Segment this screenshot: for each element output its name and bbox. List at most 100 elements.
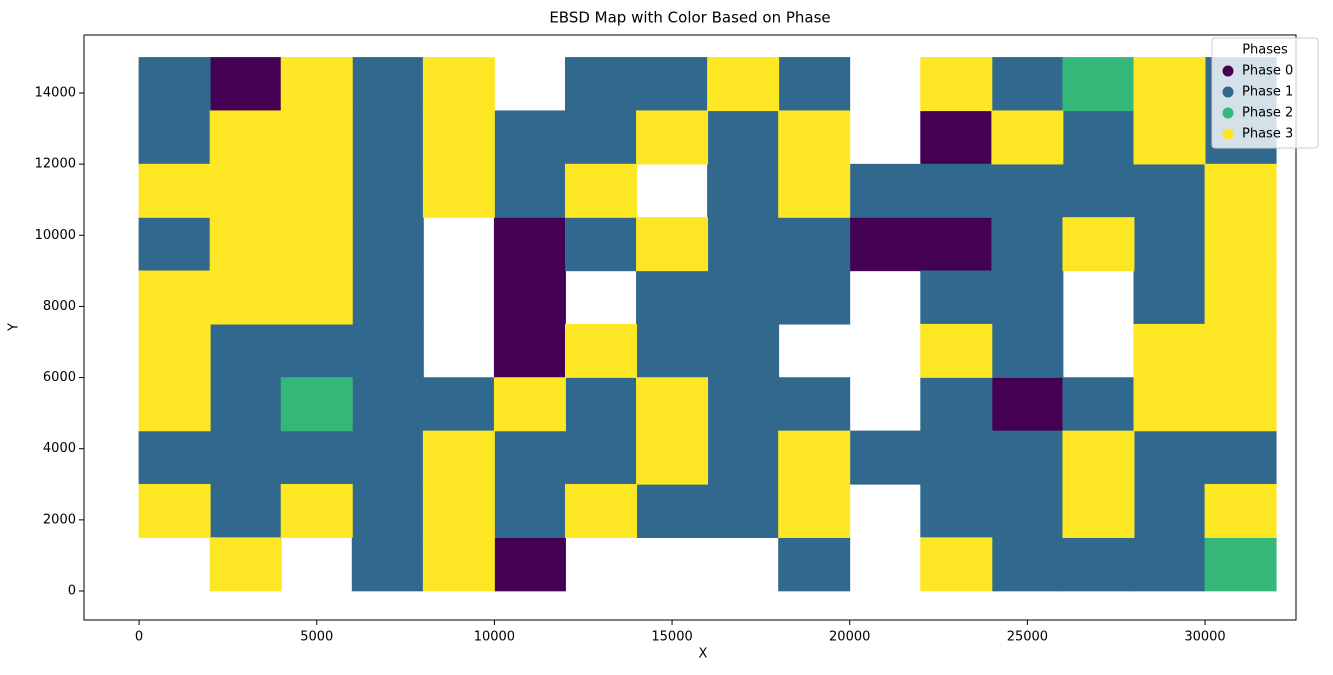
phase-cell [422,377,495,432]
phase-cell [849,430,922,485]
phase-cell [636,217,709,272]
phase-cell [1204,483,1277,538]
phase-cell [493,430,566,485]
x-tick-label: 10000 [474,630,515,645]
phase-cell [493,377,566,432]
phase-cell [209,217,282,272]
phase-cell [351,377,424,432]
phase-cell [138,110,211,165]
x-tick-label: 15000 [651,630,692,645]
phase-cell [920,483,993,538]
phase-cell [707,217,780,272]
legend-box [1211,37,1319,149]
phase-cell [636,483,709,538]
legend-marker [1222,86,1234,98]
phase-cell [280,217,353,272]
phase-cell [209,270,282,325]
phase-cell [778,217,851,272]
phase-cell [209,537,282,592]
phase-cell [920,163,993,218]
phase-cell [1062,217,1135,272]
phase-cell [564,323,637,378]
phase-cell [138,430,211,485]
phase-cell [991,217,1064,272]
phase-cell [991,483,1064,538]
phase-cell [564,110,637,165]
phase-cell [849,217,922,272]
phase-cell [920,430,993,485]
phase-cell [920,57,993,112]
phase-cell [351,163,424,218]
phase-cell [1133,377,1206,432]
axes-frame [83,34,1297,621]
phase-cell [707,110,780,165]
y-tick-label: 2000 [43,512,76,527]
phase-cell [1062,110,1135,165]
phase-cell [351,537,424,592]
legend-title: Phases [1242,43,1288,58]
phase-cell [849,163,922,218]
phase-cell [209,430,282,485]
phase-cell [920,110,993,165]
y-tick-label: 4000 [43,441,76,456]
phase-cell [493,217,566,272]
phase-cell [1062,430,1135,485]
phase-cell [778,110,851,165]
phase-cell [422,483,495,538]
phase-cell [1204,537,1277,592]
phase-cell [778,270,851,325]
phase-cell [1133,270,1206,325]
phase-cell [778,377,851,432]
phase-cell [707,323,780,378]
phase-cell [564,57,637,112]
phase-cell [707,483,780,538]
phase-cell [920,217,993,272]
x-tick-label: 30000 [1184,630,1225,645]
phase-cell [493,110,566,165]
y-axis-label: Y [7,323,22,332]
phase-cell [1062,483,1135,538]
phase-cell [707,163,780,218]
phase-cell [422,430,495,485]
x-tick-label: 25000 [1007,630,1048,645]
phase-cell [991,323,1064,378]
phase-cell [1133,537,1206,592]
phase-cell [493,323,566,378]
phase-cell [707,57,780,112]
chart-title: EBSD Map with Color Based on Phase [549,9,830,27]
phase-cell [1133,323,1206,378]
phase-cell [493,537,566,592]
phase-cell [636,57,709,112]
phase-cell [991,270,1064,325]
phase-cell [778,163,851,218]
phase-cell [493,270,566,325]
phase-cell [493,163,566,218]
phase-cell [1133,483,1206,538]
phase-cell [351,57,424,112]
phase-cell [991,537,1064,592]
phase-cell [1204,377,1277,432]
phase-cell [351,110,424,165]
phase-cell [209,57,282,112]
phase-cell [422,163,495,218]
phase-cell [209,377,282,432]
phase-cell [1204,270,1277,325]
legend: Phases Phase 0 Phase 1 Phase 2 Phase 3 [1211,37,1319,149]
phase-cell [1133,57,1206,112]
x-tick-label: 0 [135,630,143,645]
phase-cell [138,217,211,272]
plot-area [138,57,1277,592]
legend-label: Phase 2 [1242,106,1293,121]
phase-cell [138,377,211,432]
phase-cell [280,430,353,485]
phase-cell [1204,323,1277,378]
phase-cell [1133,217,1206,272]
y-tick-label: 8000 [43,299,76,314]
phase-cell [920,270,993,325]
legend-label: Phase 0 [1242,64,1293,79]
phase-cell [138,323,211,378]
phase-cell [636,110,709,165]
phase-cell [351,430,424,485]
phase-cell [209,163,282,218]
legend-label: Phase 1 [1242,85,1293,100]
